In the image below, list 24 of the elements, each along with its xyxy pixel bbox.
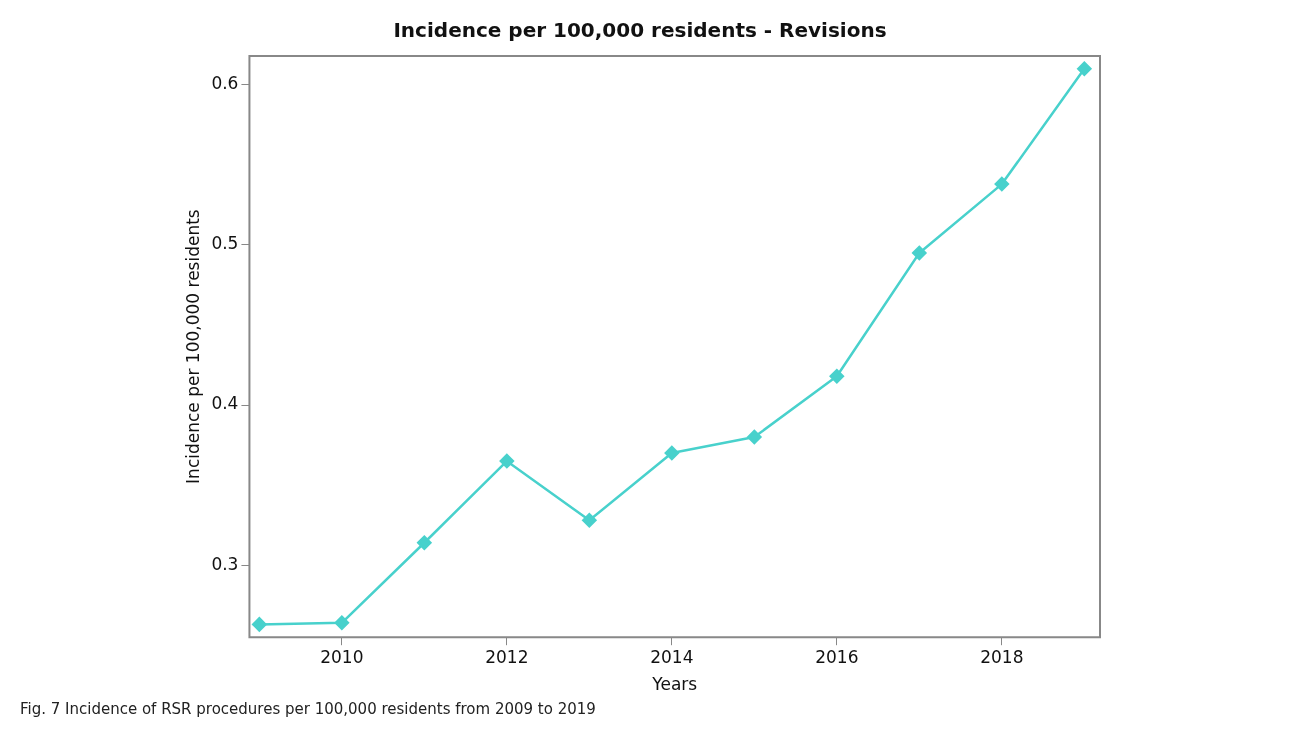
x-axis-title: Years [651,674,698,695]
point [994,176,1010,192]
x-tick-label: 2018 [980,646,1024,667]
point [1077,61,1092,77]
point [664,445,680,461]
y-tick-label: 0.4 [211,393,239,414]
y-tick-label: 0.6 [211,73,239,94]
point [912,245,927,261]
point [829,368,845,384]
point [252,617,267,632]
point [334,615,350,631]
y-tick-label: 0.5 [211,233,239,254]
chart-title: Incidence per 100,000 residents - Revisions [393,18,887,43]
point [747,429,762,445]
x-tick-label: 2016 [815,646,859,667]
x-tick-label: 2010 [320,646,364,667]
x-tick-label: 2012 [485,646,529,667]
y-tick-label: 0.3 [211,553,239,574]
point [417,535,432,550]
point [582,513,597,528]
point [499,453,515,469]
y-axis-title: Incidence per 100,000 residents [182,209,203,484]
caption: Fig. 7 Incidence of RSR procedures per 100,000 residents from 2009 to 2019 [20,700,596,718]
x-tick-label: 2014 [650,646,694,667]
